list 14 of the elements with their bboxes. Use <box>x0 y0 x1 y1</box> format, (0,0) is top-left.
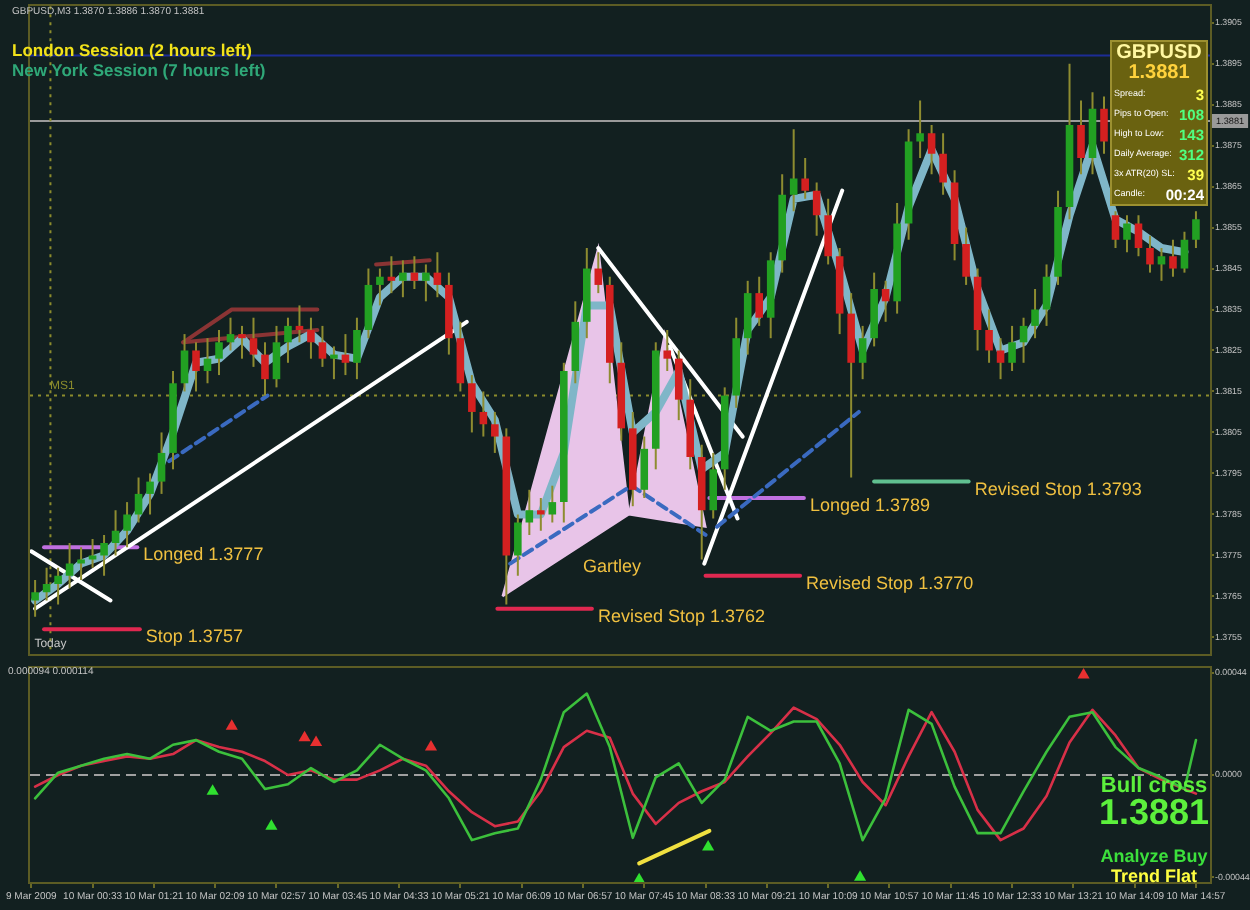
annotation: 1.3881 <box>1096 792 1212 832</box>
annotation: Trend Flat <box>1108 866 1199 886</box>
annotation: New York Session (7 hours left) <box>12 60 266 80</box>
annotation: Longed 1.3777 <box>143 544 264 565</box>
annotation: Stop 1.3757 <box>145 626 243 647</box>
annotation: Longed 1.3789 <box>809 494 931 515</box>
annotation: Gartley <box>580 556 643 576</box>
annotation: Analyze Buy <box>1098 846 1210 866</box>
annotation: London Session (2 hours left) <box>12 40 252 60</box>
annotation: Revised Stop 1.3762 <box>597 605 766 626</box>
annotation: Revised Stop 1.3770 <box>806 572 974 593</box>
annotation: 1.3881 <box>1126 62 1192 84</box>
annotation: Revised Stop 1.3793 <box>974 478 1142 499</box>
annotation: GBPUSD <box>1114 42 1204 64</box>
